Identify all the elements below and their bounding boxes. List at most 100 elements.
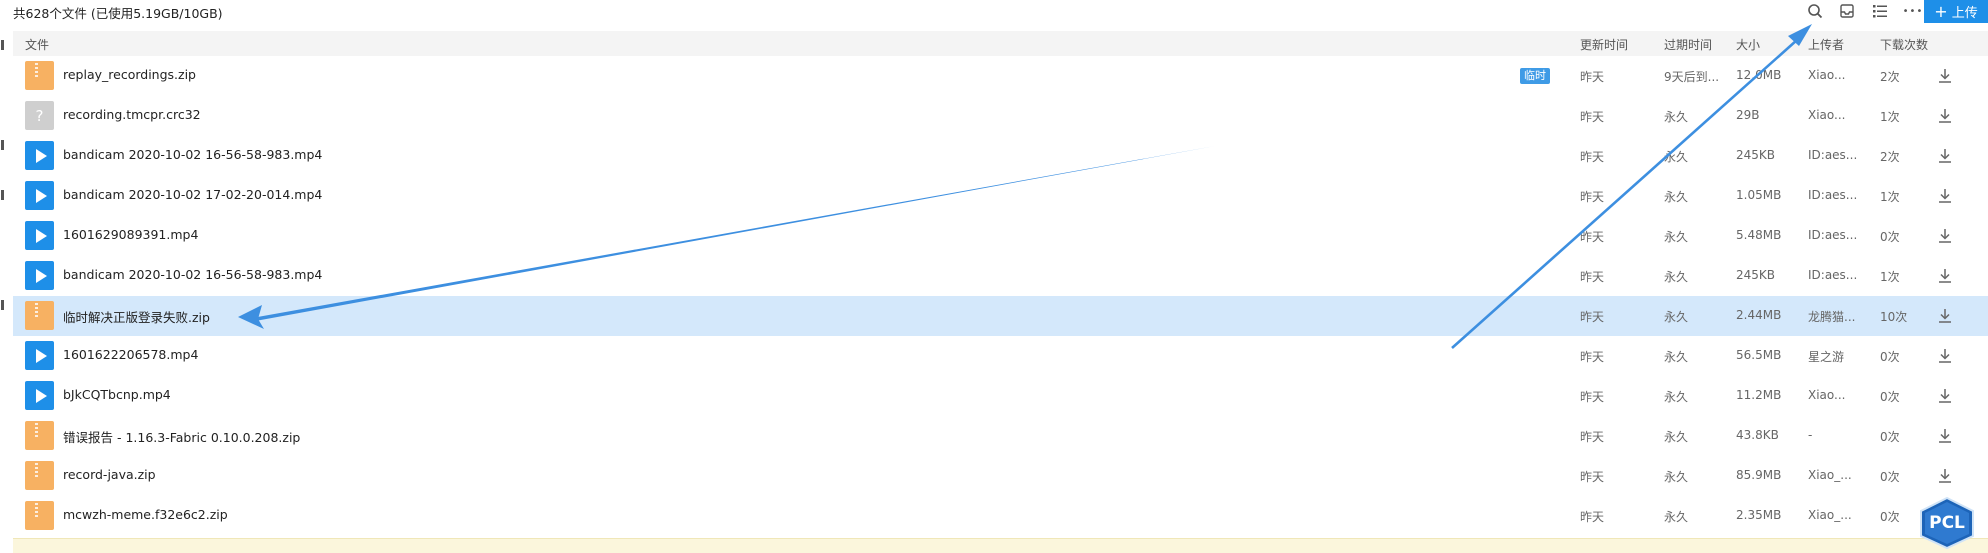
file-size: 29B (1736, 108, 1760, 122)
updated-time: 昨天 (1580, 350, 1605, 364)
download-count: 0次 (1880, 430, 1900, 444)
more-icon[interactable]: ••• (1902, 5, 1924, 17)
table-header: 文件 更新时间 过期时间 大小 上传者 下载次数 (13, 31, 1988, 56)
file-name[interactable]: mcwzh-meme.f32e6c2.zip (63, 507, 228, 522)
zip-file-icon (25, 461, 54, 490)
download-count: 0次 (1880, 350, 1900, 364)
table-row[interactable]: bJkCQTbcnp.mp4 昨天 永久 11.2MB Xiao... 0次 (13, 376, 1988, 416)
file-name[interactable]: replay_recordings.zip (63, 67, 196, 82)
table-row[interactable]: ? recording.tmcpr.crc32 昨天 永久 29B Xiao... 1次 (13, 96, 1988, 136)
file-name[interactable]: recording.tmcpr.crc32 (63, 107, 201, 122)
updated-time: 昨天 (1580, 230, 1605, 244)
file-name[interactable]: record-java.zip (63, 467, 156, 482)
uploader: Xiao_... (1808, 508, 1852, 522)
download-count: 2次 (1880, 70, 1900, 84)
table-row[interactable]: 错误报告 - 1.16.3-Fabric 0.10.0.208.zip 昨天 永久 4… (13, 416, 1988, 456)
table-row[interactable]: bandicam 2020-10-02 16-56-58-983.mp4 昨天 永久… (13, 136, 1988, 176)
window-left-edge (0, 0, 13, 553)
updated-time: 昨天 (1580, 70, 1605, 84)
column-size[interactable]: 大小 (1736, 38, 1761, 52)
download-icon[interactable] (1936, 187, 1956, 205)
download-icon[interactable] (1936, 67, 1956, 85)
file-name[interactable]: 临时解决正版登录失败.zip (63, 310, 210, 325)
file-name[interactable]: bandicam 2020-10-02 16-56-58-983.mp4 (63, 147, 323, 162)
download-icon[interactable] (1936, 267, 1956, 285)
zip-file-icon (25, 301, 54, 330)
file-name[interactable]: bJkCQTbcnp.mp4 (63, 387, 171, 402)
file-size: 11.2MB (1736, 388, 1782, 402)
video-file-icon (25, 181, 54, 210)
expire-time: 永久 (1664, 270, 1689, 284)
column-downloads[interactable]: 下载次数 (1880, 38, 1929, 52)
zip-file-icon (25, 501, 54, 530)
file-name[interactable]: bandicam 2020-10-02 17-02-20-014.mp4 (63, 187, 323, 202)
expire-time: 永久 (1664, 430, 1689, 444)
download-count: 0次 (1880, 230, 1900, 244)
updated-time: 昨天 (1580, 270, 1605, 284)
download-icon[interactable] (1936, 347, 1956, 365)
download-count: 1次 (1880, 270, 1900, 284)
uploader: 星之游 (1808, 350, 1845, 364)
uploader: Xiao... (1808, 388, 1846, 402)
uploader: ID:aes... (1808, 148, 1858, 162)
download-icon[interactable] (1936, 147, 1956, 165)
pcl-logo: PCL (1918, 496, 1976, 550)
list-view-icon[interactable] (1866, 0, 1894, 22)
download-icon[interactable] (1936, 387, 1956, 405)
updated-time: 昨天 (1580, 110, 1605, 124)
table-row[interactable]: 1601622206578.mp4 昨天 永久 56.5MB 星之游 0次 (13, 336, 1988, 376)
download-icon[interactable] (1936, 107, 1956, 125)
column-file[interactable]: 文件 (25, 38, 50, 52)
uploader: 龙腾猫... (1808, 310, 1856, 324)
updated-time: 昨天 (1580, 190, 1605, 204)
zip-file-icon (25, 421, 54, 450)
video-file-icon (25, 141, 54, 170)
file-name[interactable]: 1601622206578.mp4 (63, 347, 199, 362)
plus-icon: + (1934, 1, 1948, 21)
download-icon[interactable] (1936, 227, 1956, 245)
video-file-icon (25, 341, 54, 370)
updated-time: 昨天 (1580, 510, 1605, 524)
column-uploader[interactable]: 上传者 (1808, 38, 1845, 52)
updated-time: 昨天 (1580, 310, 1605, 324)
file-name[interactable]: 错误报告 - 1.16.3-Fabric 0.10.0.208.zip (63, 430, 301, 445)
file-size: 12.0MB (1736, 68, 1782, 82)
download-icon[interactable] (1936, 427, 1956, 445)
expire-time: 9天后到... (1664, 70, 1720, 84)
file-size: 245KB (1736, 148, 1776, 162)
video-file-icon (25, 261, 54, 290)
table-row[interactable]: 1601629089391.mp4 昨天 永久 5.48MB ID:aes... 0次 (13, 216, 1988, 256)
zip-file-icon (25, 61, 54, 90)
column-updated[interactable]: 更新时间 (1580, 38, 1629, 52)
file-list: replay_recordings.zip 临时 昨天 9天后到... 12.0MB Xi… (13, 56, 1988, 536)
column-expire[interactable]: 过期时间 (1664, 38, 1713, 52)
uploader: Xiao... (1808, 68, 1846, 82)
table-row[interactable]: bandicam 2020-10-02 16-56-58-983.mp4 昨天 永久… (13, 256, 1988, 296)
file-name[interactable]: bandicam 2020-10-02 16-56-58-983.mp4 (63, 267, 323, 282)
expire-time: 永久 (1664, 150, 1689, 164)
table-row[interactable]: record-java.zip 昨天 永久 85.9MB Xiao_... 0次 (13, 456, 1988, 496)
file-size: 5.48MB (1736, 228, 1782, 242)
download-count: 2次 (1880, 150, 1900, 164)
table-row[interactable]: bandicam 2020-10-02 17-02-20-014.mp4 昨天 永久… (13, 176, 1988, 216)
inbox-icon[interactable] (1833, 0, 1861, 22)
table-row[interactable]: 临时解决正版登录失败.zip 昨天 永久 2.44MB 龙腾猫... 10次 (13, 296, 1988, 336)
file-name[interactable]: 1601629089391.mp4 (63, 227, 199, 242)
download-icon[interactable] (1936, 467, 1956, 485)
file-size: 2.44MB (1736, 308, 1782, 322)
updated-time: 昨天 (1580, 390, 1605, 404)
file-size: 245KB (1736, 268, 1776, 282)
upload-button[interactable]: + 上传 (1924, 0, 1988, 23)
uploader: - (1808, 428, 1813, 442)
search-icon[interactable] (1801, 0, 1829, 22)
expire-time: 永久 (1664, 350, 1689, 364)
table-row[interactable]: replay_recordings.zip 临时 昨天 9天后到... 12.0MB Xi… (13, 56, 1988, 96)
file-size: 85.9MB (1736, 468, 1782, 482)
video-file-icon (25, 221, 54, 250)
download-icon[interactable] (1936, 307, 1956, 325)
uploader: ID:aes... (1808, 228, 1858, 242)
download-count: 1次 (1880, 110, 1900, 124)
file-size: 56.5MB (1736, 348, 1782, 362)
table-row[interactable]: mcwzh-meme.f32e6c2.zip 昨天 永久 2.35MB Xiao_...… (13, 496, 1988, 536)
download-count: 0次 (1880, 510, 1900, 524)
